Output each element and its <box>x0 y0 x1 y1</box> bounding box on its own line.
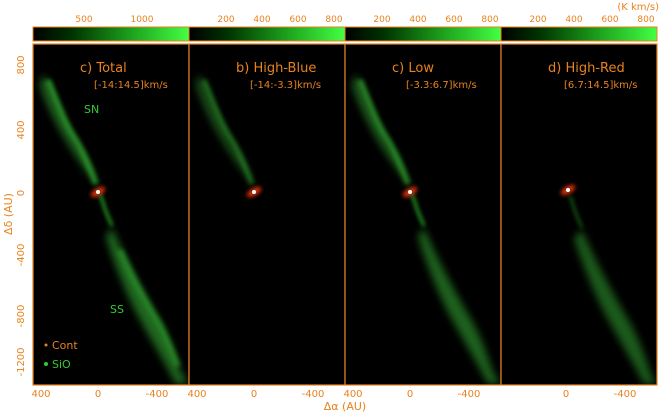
x-tick: 0 <box>407 389 413 400</box>
x-tick: 0 <box>563 389 569 400</box>
panel-velocity-range: [6.7:14.5]km/s <box>564 80 637 91</box>
colorbar-tick: 1000 <box>131 15 154 25</box>
y-tick: 0 <box>16 190 27 196</box>
x-tick: -400 <box>146 389 169 400</box>
colorbar-4: 200 400 600 800 <box>500 15 658 42</box>
x-tick: 400 <box>343 389 362 400</box>
panel-title: b) High-Blue <box>236 61 316 76</box>
label-sn: SN <box>84 103 99 116</box>
panel-title: c) Low <box>392 61 434 76</box>
panel-velocity-range: [-3.3:6.7]km/s <box>406 80 477 91</box>
label-ss: SS <box>110 303 124 316</box>
colorbar-tick: 800 <box>637 15 654 25</box>
panel-velocity-range: [-14:-3.3]km/s <box>250 80 321 91</box>
panel-title: c) Total <box>80 61 127 76</box>
x-axis: 400 0 -400 400 0 -400 400 0 -400 0 -400 … <box>31 389 636 413</box>
legend-sio-marker <box>44 362 48 366</box>
x-tick: 400 <box>187 389 206 400</box>
y-tick: -1200 <box>16 347 27 376</box>
y-tick: 800 <box>16 55 27 74</box>
x-axis-label: Δα (AU) <box>324 400 366 413</box>
legend-cont-marker <box>44 343 48 347</box>
legend-sio: SiO <box>52 358 71 371</box>
panel-velocity-range: [-14:14.5]km/s <box>94 80 168 91</box>
y-tick: 400 <box>16 120 27 139</box>
x-tick: 0 <box>251 389 257 400</box>
y-tick: -800 <box>16 305 27 328</box>
panel-high-blue: b) High-Blue [-14:-3.3]km/s <box>188 43 346 386</box>
colorbar-tick: 400 <box>565 15 582 25</box>
colorbar-tick: 200 <box>217 15 234 25</box>
colorbar-tick: 400 <box>409 15 426 25</box>
colorbar-tick: 800 <box>325 15 342 25</box>
x-tick: -400 <box>614 389 637 400</box>
panel-high-red: d) High-Red [6.7:14.5]km/s <box>500 43 658 386</box>
colorbar-tick: 600 <box>601 15 618 25</box>
colorbar-2: 200 400 600 800 <box>188 15 346 42</box>
x-tick: 0 <box>95 389 101 400</box>
colorbar-tick: 600 <box>445 15 462 25</box>
colorbar-tick: 800 <box>481 15 498 25</box>
colorbar-tick: 500 <box>75 15 92 25</box>
y-tick: -400 <box>16 244 27 267</box>
colorbar-tick: 200 <box>373 15 390 25</box>
y-axis-label: Δδ (AU) <box>2 193 15 235</box>
panel-total: c) Total [-14:14.5]km/s SN SS Cont SiO <box>32 43 190 386</box>
colorbar-unit: (K km/s) <box>617 2 659 13</box>
colorbar-3: 200 400 600 800 <box>344 15 502 42</box>
panel-title: d) High-Red <box>548 61 625 76</box>
colorbar-tick: 400 <box>253 15 270 25</box>
x-tick: 400 <box>31 389 50 400</box>
x-tick: -400 <box>302 389 325 400</box>
legend-cont: Cont <box>52 339 78 352</box>
colorbar-tick: 200 <box>529 15 546 25</box>
colorbar-1: 500 1000 <box>32 15 190 42</box>
x-tick: -400 <box>458 389 481 400</box>
colorbar-tick: 600 <box>289 15 306 25</box>
panel-low: c) Low [-3.3:6.7]km/s <box>344 43 502 386</box>
y-axis: 800 400 0 -400 -800 -1200 Δδ (AU) <box>2 55 27 376</box>
